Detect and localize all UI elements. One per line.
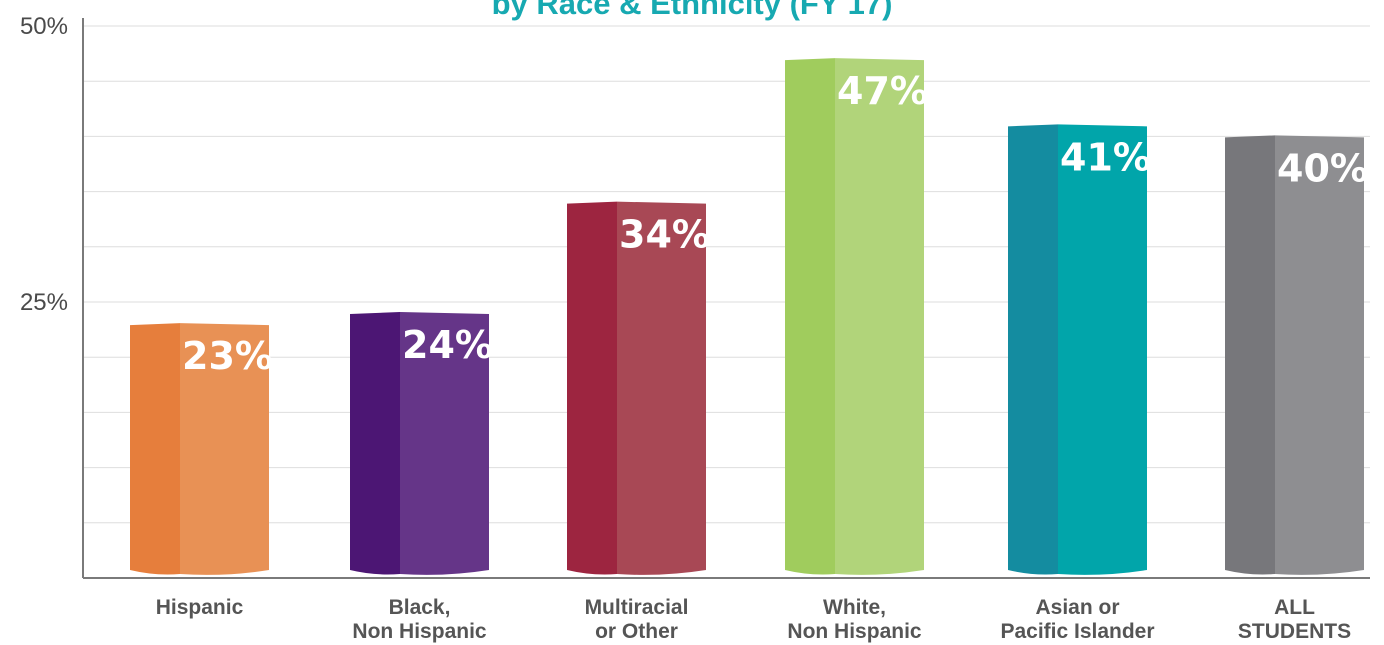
gridlines [83,25,1370,524]
category-label-line: ALL [1274,596,1315,619]
category-label: Hispanic [156,596,244,619]
bar: 34% [567,201,710,575]
category-label-line: STUDENTS [1238,620,1351,643]
category-label-line: Pacific Islander [1000,620,1154,643]
bar-value-label: 24% [402,323,493,367]
category-label-line: Multiracial [585,596,689,619]
category-label: Asian or Pacific Islander [1000,596,1154,643]
category-label-line: Hispanic [156,596,244,619]
chart-title: by Race & Ethnicity (FY 17) [491,0,893,21]
bars: 23% 24% 34% 47% 41% 40% [130,58,1368,575]
category-label: ALL STUDENTS [1238,596,1351,643]
bar-value-label: 34% [619,213,710,257]
bar: 23% [130,323,273,575]
bar-front-face [617,201,706,575]
bar-front-face [835,58,924,575]
bar-value-label: 40% [1277,146,1368,190]
bar: 40% [1225,135,1368,575]
category-label: White, Non Hispanic [787,596,922,643]
bar-side-face [785,58,835,575]
bar-value-label: 23% [182,334,273,378]
bar-front-face [1275,135,1364,575]
category-label-line: White, [823,596,886,619]
category-label: Multiracial or Other [585,596,689,643]
bar-side-face [130,323,180,575]
bar-side-face [1225,135,1275,575]
y-tick-label: 50% [20,13,68,40]
category-label-line: Non Hispanic [787,620,922,643]
bar-value-label: 47% [837,69,928,113]
bar-value-label: 41% [1060,135,1151,179]
bar-side-face [350,312,400,575]
y-tick-labels: 25% 50% [20,13,68,316]
category-label: Black, Non Hispanic [352,596,487,643]
bar: 47% [785,58,928,575]
bar-front-face [1058,124,1147,575]
bar-front-face [400,312,489,575]
category-label-line: Non Hispanic [352,620,487,643]
bar: 24% [350,312,493,575]
category-label-line: Asian or [1035,596,1119,619]
bar: 41% [1008,124,1151,575]
bar-side-face [567,201,617,575]
bar-front-face [180,323,269,575]
y-tick-label: 25% [20,289,68,316]
category-label-line: or Other [595,620,678,643]
bar-side-face [1008,124,1058,575]
category-label-line: Black, [389,596,451,619]
